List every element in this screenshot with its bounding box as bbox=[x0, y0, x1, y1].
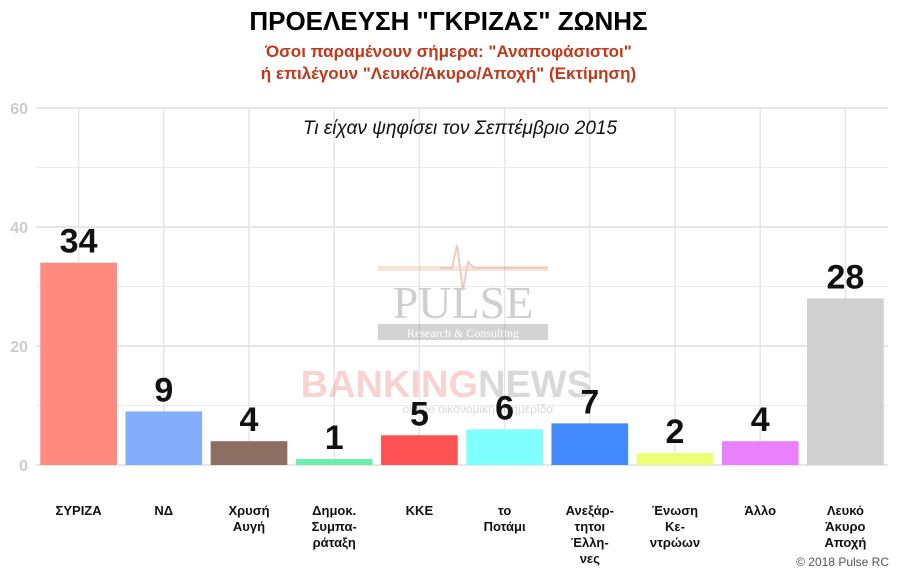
bar-value-label: 7 bbox=[580, 383, 599, 421]
bar-value-label: 2 bbox=[666, 413, 685, 451]
bankingnews-watermark: BANKING NEWS online οικονομική εφημερίδα bbox=[301, 364, 592, 416]
x-tick-label: ράταξη bbox=[313, 535, 356, 550]
y-tick-label: 60 bbox=[10, 101, 28, 118]
x-tick-label: Αποχή bbox=[824, 535, 866, 550]
x-tick-label: Λευκό bbox=[827, 503, 864, 518]
chart-subtitle-line1: Όσοι παραμένουν σήμερα: "Αναποφάσιστοι" bbox=[265, 42, 632, 61]
x-tick-label: Άκυρο bbox=[825, 519, 865, 534]
bar bbox=[125, 411, 203, 465]
bar bbox=[807, 298, 884, 465]
bar-value-label: 34 bbox=[60, 223, 98, 261]
x-tick-label: Κε- bbox=[665, 519, 685, 534]
bar-value-label: 9 bbox=[154, 371, 173, 409]
bar-value-label: 1 bbox=[325, 419, 344, 457]
bar bbox=[295, 459, 373, 465]
bar-value-label: 5 bbox=[410, 395, 429, 433]
y-tick-label: 0 bbox=[19, 458, 28, 475]
x-tick-label: ΚΚΕ bbox=[406, 503, 434, 518]
x-tick-label: Χρυσή bbox=[228, 503, 269, 518]
bar-value-label: 6 bbox=[495, 389, 514, 427]
bar-value-label: 4 bbox=[240, 401, 259, 439]
bar-value-labels: 34 9 4 1 5 6 7 2 4 28 bbox=[60, 223, 865, 457]
gridlines bbox=[36, 107, 888, 466]
pulse-watermark-subtext: Research & Consulting bbox=[407, 326, 519, 340]
x-tick-label: νες bbox=[580, 551, 600, 566]
bar bbox=[381, 435, 458, 465]
banking-watermark-text: BANKING bbox=[301, 364, 478, 406]
bar bbox=[40, 262, 117, 465]
x-tick-label: Ένωση bbox=[652, 503, 698, 518]
bankingnews-watermark-subtext: online οικονομική εφημερίδα bbox=[403, 402, 554, 416]
pulse-watermark: PULSE Research & Consulting bbox=[378, 244, 548, 340]
bar bbox=[551, 423, 629, 465]
bar bbox=[466, 429, 543, 465]
bar bbox=[721, 441, 799, 465]
y-tick-label: 20 bbox=[10, 339, 28, 356]
chart-annotation: Τι είχαν ψηφίσει τον Σεπτέμβριο 2015 bbox=[303, 118, 618, 139]
x-tick-label: Αυγή bbox=[233, 519, 265, 534]
chart-subtitle-line2: ή επιλέγουν "Λευκό/Άκυρο/Αποχή" (Εκτίμησ… bbox=[260, 64, 637, 83]
x-tick-label: ντρώων bbox=[650, 535, 700, 550]
x-tick-label: Ποτάμι bbox=[484, 519, 526, 534]
y-tick-label: 40 bbox=[10, 220, 28, 237]
bar-value-label: 28 bbox=[826, 258, 864, 296]
bar bbox=[636, 453, 714, 465]
bars bbox=[40, 262, 884, 465]
bar bbox=[210, 441, 288, 465]
x-tick-label: ΝΔ bbox=[154, 503, 173, 518]
x-tick-label: Συμπα- bbox=[312, 519, 357, 534]
news-watermark-text: NEWS bbox=[478, 364, 592, 406]
x-tick-label: ΣΥΡΙΖΑ bbox=[56, 503, 103, 518]
x-tick-label: τητοι bbox=[574, 519, 605, 534]
x-tick-label: το bbox=[498, 503, 511, 518]
pulse-watermark-text: PULSE bbox=[393, 277, 534, 328]
chart-title: ΠΡΟΕΛΕΥΣΗ "ΓΚΡΙΖΑΣ" ΖΩΝΗΣ bbox=[249, 6, 648, 36]
x-tick-label: Ανεξάρ- bbox=[566, 503, 614, 518]
x-tick-label: Έλλη- bbox=[571, 535, 609, 550]
bar-value-label: 4 bbox=[751, 401, 770, 439]
y-axis-ticks: 0 20 40 60 bbox=[10, 101, 28, 475]
x-tick-label: Δημοκ. bbox=[312, 503, 356, 518]
copyright-note: © 2018 Pulse RC bbox=[796, 555, 889, 569]
x-tick-label: Άλλο bbox=[744, 503, 776, 518]
